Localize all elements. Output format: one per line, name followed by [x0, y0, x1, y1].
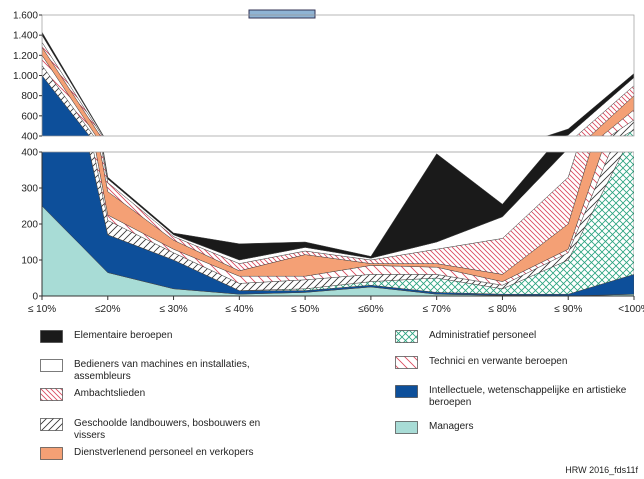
swatch — [395, 330, 418, 343]
legend-label: Technici en verwante beroepen — [429, 356, 568, 367]
legend-swatch — [395, 421, 418, 434]
legend-label: Managers — [429, 421, 474, 432]
legend-swatch — [395, 385, 418, 398]
legend-item: Managers — [395, 421, 629, 434]
upper-panel — [42, 31, 634, 136]
x-tick-label: ≤ 70% — [423, 304, 451, 315]
x-tick-label: ≤ 80% — [488, 304, 516, 315]
y-tick-label: 1.400 — [13, 31, 38, 42]
x-tick-label: ≤20% — [95, 304, 121, 315]
area — [42, 31, 634, 136]
y-tick-label: 400 — [21, 132, 38, 143]
y-tick-label: 1.600 — [13, 11, 38, 22]
legend-swatch — [395, 330, 418, 343]
chart: 0 100 200 300 400 400 600 800 1.000 1.200 1.400 1.6… — [13, 9, 644, 315]
legend-item: Geschoolde landbouwers, bosbouwers en vi… — [40, 418, 274, 442]
swatch — [40, 359, 63, 372]
legend-item: Administratief personeel — [395, 330, 629, 343]
legend-label: Ambachtslieden — [74, 388, 146, 399]
scroll-handle — [248, 9, 316, 19]
area — [42, 41, 634, 136]
source: HRW 2016_fds11f — [565, 465, 638, 475]
swatch — [40, 418, 63, 431]
frame — [41, 14, 635, 137]
legend-swatch — [40, 447, 63, 460]
swatch — [40, 388, 63, 401]
legend-label: Dienstverlenend personeel en verkopers — [74, 447, 254, 458]
x-tick-label: ≤ 90% — [554, 304, 582, 315]
y-tick-label: 100 — [21, 256, 38, 267]
x-tick-label: ≤ 40% — [225, 304, 253, 315]
legend-item: Technici en verwante beroepen — [395, 356, 629, 369]
x-tick-label: ≤ 50% — [291, 304, 319, 315]
y-tick-label: 1.000 — [13, 71, 38, 82]
area — [102, 152, 566, 261]
legend-label: Elementaire beroepen — [74, 330, 173, 341]
legend-item: Elementaire beroepen — [40, 330, 274, 343]
legend-swatch — [40, 359, 63, 372]
y-tick-label: 300 — [21, 184, 38, 195]
legend-label: Geschoolde landbouwers, bosbouwers en vi… — [74, 418, 261, 441]
legend-item: Ambachtslieden — [40, 388, 274, 401]
legend-label: Administratief personeel — [429, 330, 537, 341]
lower-panel — [42, 152, 634, 296]
y-tick-label: 1.200 — [13, 51, 38, 62]
x-tick-label: <100% — [618, 304, 644, 315]
legend-label: Intellectuele, wetenschappelijke en arti… — [429, 385, 627, 408]
y-tick-label: 800 — [21, 91, 38, 102]
swatch — [40, 447, 63, 460]
legend-swatch — [40, 418, 63, 431]
legend-swatch — [40, 330, 63, 343]
y-tick-label: 400 — [21, 148, 38, 159]
legend-label: Bedieners van machines en installaties, … — [74, 359, 250, 382]
legend-item: Bedieners van machines en installaties, … — [40, 359, 274, 383]
swatch — [40, 330, 63, 343]
swatch — [395, 356, 418, 369]
swatch — [395, 385, 418, 398]
y-tick-label: 0 — [32, 292, 38, 303]
legend-item: Intellectuele, wetenschappelijke en arti… — [395, 385, 629, 409]
x-tick-label: ≤60% — [358, 304, 384, 315]
legend-swatch — [40, 388, 63, 401]
area — [42, 34, 634, 136]
y-tick-label: 200 — [21, 220, 38, 231]
swatch — [395, 421, 418, 434]
x-tick-label: ≤ 10% — [28, 304, 56, 315]
x-tick-label: ≤ 30% — [159, 304, 187, 315]
y-tick-label: 600 — [21, 111, 38, 122]
legend-item: Dienstverlenend personeel en verkopers — [40, 447, 274, 460]
legend-swatch — [395, 356, 418, 369]
